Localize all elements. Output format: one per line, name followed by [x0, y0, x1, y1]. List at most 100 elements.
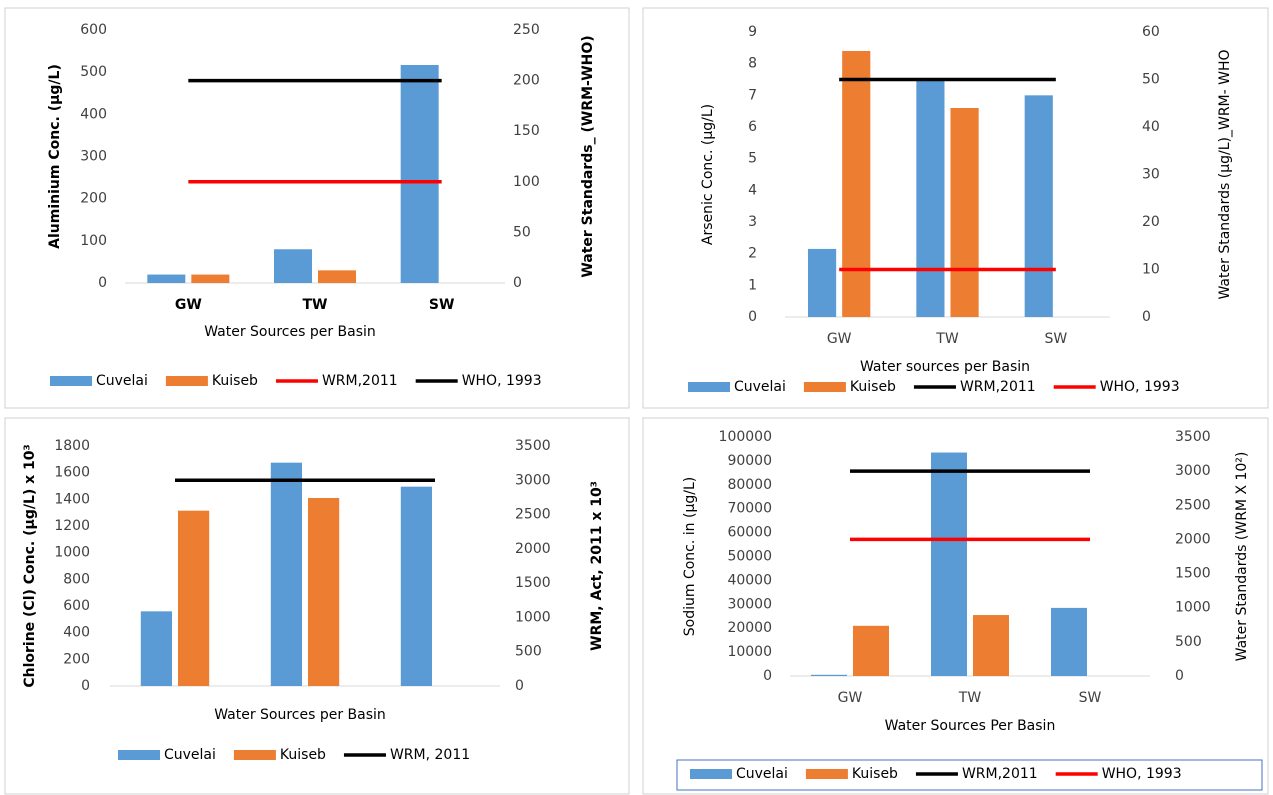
y-tick-label: 70000: [727, 501, 772, 517]
y-tick-label: 6: [748, 119, 757, 135]
y-tick-label: 800: [63, 571, 90, 587]
x-tick-label: SW: [1079, 690, 1102, 706]
y-tick-label: 1200: [54, 518, 90, 534]
x-tick-label: GW: [838, 690, 863, 706]
legend-label: Kuiseb: [280, 747, 326, 763]
y-tick-label: 400: [80, 106, 107, 122]
y-tick-label: 20000: [727, 620, 772, 636]
y2-tick-label: 3500: [1175, 429, 1211, 445]
legend-label: Cuvelai: [736, 766, 788, 782]
legend-label: WRM, 2011: [390, 747, 470, 763]
x-tick-label: TW: [303, 297, 328, 313]
y-tick-label: 5: [748, 151, 757, 167]
bar: [950, 108, 979, 317]
bar: [178, 510, 210, 686]
y2-tick-label: 0: [1142, 309, 1151, 325]
bar: [931, 452, 967, 676]
y-tick-label: 8: [748, 56, 757, 72]
bar: [308, 498, 340, 686]
legend-swatch: [803, 382, 846, 392]
legend-label: Cuvelai: [96, 373, 148, 389]
y-tick-label: 1000: [54, 545, 90, 561]
y-tick-label: 200: [80, 191, 107, 207]
y2-tick-label: 0: [515, 678, 524, 694]
y2-tick-label: 2000: [1175, 531, 1211, 547]
bar: [140, 611, 172, 686]
panel-frame: [4, 417, 630, 795]
legend-swatch: [805, 769, 848, 779]
y2-tick-label: 200: [513, 73, 540, 89]
bar: [1024, 95, 1053, 317]
y-tick-label: 1400: [54, 491, 90, 507]
legend-label: WRM,2011: [322, 373, 398, 389]
y2-tick-label: 50: [513, 224, 531, 240]
bar: [147, 274, 186, 283]
x-tick-label: GW: [175, 297, 202, 313]
y2-tick-label: 20: [1142, 214, 1160, 230]
panel-frame: [4, 7, 630, 409]
y-tick-label: 90000: [727, 453, 772, 469]
y-tick-label: 100: [80, 233, 107, 249]
y2-tick-label: 3500: [515, 438, 551, 454]
y2-tick-label: 0: [1175, 668, 1184, 684]
y2-axis-title: Water Standards (WRM X 10²): [1234, 452, 1250, 662]
y2-tick-label: 2000: [515, 541, 551, 557]
y-tick-label: 400: [63, 625, 90, 641]
y-tick-label: 30000: [727, 596, 772, 612]
x-tick-label: SW: [1044, 331, 1067, 347]
bar: [853, 625, 889, 676]
legend-label: Cuvelai: [734, 379, 786, 395]
y-axis-title: Chlorine (Cl) Conc. (µg/L) x 10³: [22, 444, 38, 687]
legend-label: WHO, 1993: [1100, 379, 1180, 395]
bar: [1051, 607, 1087, 676]
y-tick-label: 200: [63, 651, 90, 667]
x-axis-title: Water Sources per Basin: [214, 707, 386, 723]
y-tick-label: 1600: [54, 465, 90, 481]
y-tick-label: 0: [81, 678, 90, 694]
y2-tick-label: 50: [1142, 72, 1160, 88]
y-tick-label: 0: [98, 275, 107, 291]
y2-tick-label: 3000: [1175, 463, 1211, 479]
y-tick-label: 300: [80, 149, 107, 165]
x-tick-label: TW: [935, 331, 959, 347]
y2-tick-label: 100: [513, 174, 540, 190]
bar: [916, 79, 945, 317]
y-tick-label: 10000: [727, 644, 772, 660]
y-tick-label: 7: [748, 87, 757, 103]
y2-tick-label: 150: [513, 123, 540, 139]
y-tick-label: 100000: [719, 429, 772, 445]
bar: [811, 674, 847, 676]
y-tick-label: 600: [63, 598, 90, 614]
x-tick-label: TW: [958, 690, 982, 706]
y2-tick-label: 1000: [515, 609, 551, 625]
y-tick-label: 0: [748, 309, 757, 325]
bar: [973, 615, 1009, 676]
y-tick-label: 600: [80, 22, 107, 38]
legend-label: Cuvelai: [164, 747, 216, 763]
legend-frame: [676, 759, 1263, 791]
y2-tick-label: 40: [1142, 119, 1160, 135]
y2-axis-title: Water Standards_ (WRM-WHO): [580, 35, 596, 277]
legend-swatch: [118, 750, 160, 760]
y2-tick-label: 2500: [1175, 497, 1211, 513]
bar: [808, 248, 837, 317]
legend-label: WRM,2011: [962, 766, 1038, 782]
legend-label: Kuiseb: [212, 373, 258, 389]
y2-tick-label: 1500: [1175, 566, 1211, 582]
y-axis-title: Aluminium Conc. (µg/L): [47, 64, 63, 249]
y-tick-label: 1800: [54, 438, 90, 454]
y2-tick-label: 2500: [515, 507, 551, 523]
bar: [400, 486, 432, 686]
x-tick-label: SW: [429, 297, 455, 313]
y2-tick-label: 500: [515, 644, 542, 660]
legend-label: WRM,2011: [960, 379, 1036, 395]
y-tick-label: 50000: [727, 549, 772, 565]
y-tick-label: 4: [748, 182, 757, 198]
legend-label: Kuiseb: [850, 379, 896, 395]
y-tick-label: 60000: [727, 525, 772, 541]
bar: [191, 274, 230, 283]
y-tick-label: 2: [748, 246, 757, 262]
legend-label: WHO, 1993: [462, 373, 542, 389]
y2-tick-label: 3000: [515, 472, 551, 488]
